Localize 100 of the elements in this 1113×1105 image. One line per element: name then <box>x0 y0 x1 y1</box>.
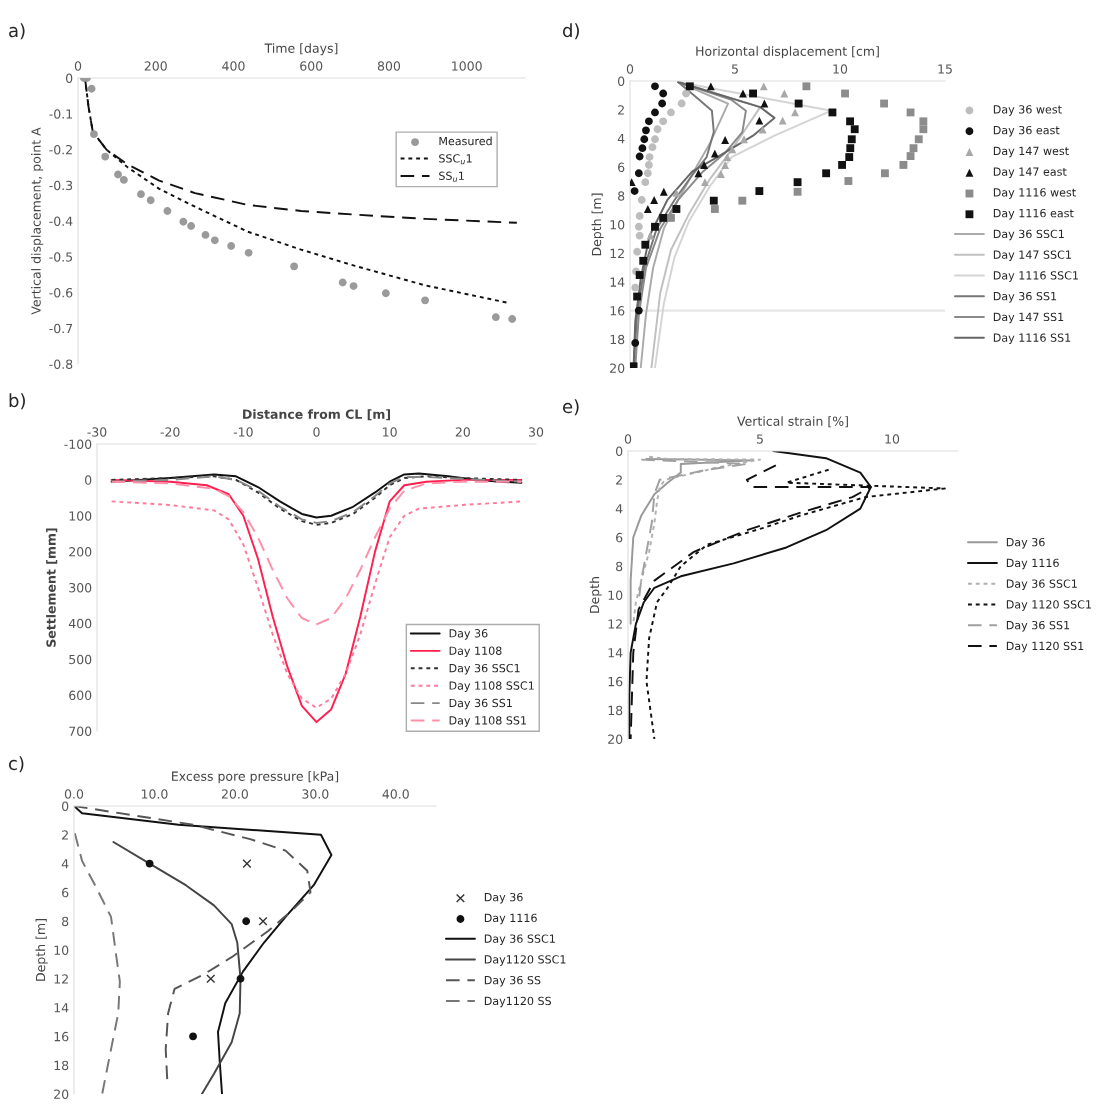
y-tick-label: 10 <box>610 219 625 230</box>
x-tick-label: 10 <box>383 427 397 437</box>
y-tick-label: 4 <box>617 134 625 144</box>
y-tick-label: -0.5 <box>49 252 73 262</box>
y-tick-label: 0 <box>616 446 623 456</box>
y-tick-label: 16 <box>610 306 625 316</box>
legend-label: Day 36 SSC1 <box>484 934 555 945</box>
legend-label: Day 36 SS1 <box>449 698 512 710</box>
legend-label: Day1120 SS <box>484 996 552 1008</box>
chart-title: b) <box>9 393 25 410</box>
legend-label: Day 147 west <box>993 146 1069 158</box>
y-tick-label: 4 <box>61 859 69 869</box>
y-tick-label: -100 <box>64 439 92 449</box>
x-tick-label: 0.0 <box>64 789 84 799</box>
y-tick-label: -0.6 <box>49 287 73 298</box>
y-tick-label: 600 <box>69 690 92 701</box>
legend-label: Day 1116 east <box>993 208 1074 220</box>
y-tick-label: 400 <box>68 618 92 629</box>
y-tick-label: 2 <box>62 830 68 840</box>
legend-label: Day 1108 SSC1 <box>449 681 534 692</box>
legend-label: Day 36 SSC1 <box>1006 579 1077 590</box>
y-tick-label: 6 <box>616 532 623 543</box>
y-axis-title: Depth [m] <box>591 193 604 256</box>
y-tick-label: 0 <box>85 475 92 485</box>
y-tick-label: -0.7 <box>49 323 73 334</box>
x-tick-label: 5 <box>731 64 738 74</box>
legend-label: Day 36 <box>484 892 523 904</box>
y-tick-label: 16 <box>54 1031 69 1042</box>
y-tick-label: 10 <box>608 590 623 600</box>
x-tick-label: 200 <box>144 61 167 71</box>
y-tick-label: 8 <box>62 916 69 927</box>
y-tick-label: 100 <box>69 511 92 521</box>
x-tick-label: 10.0 <box>141 789 168 799</box>
x-axis-title: Distance from CL [m] <box>243 409 390 421</box>
y-tick-label: 10 <box>54 945 69 955</box>
y-tick-label: 4 <box>615 504 623 514</box>
legend-label: Day 1116 <box>484 913 537 925</box>
legend-label: Day 1116 SSC1 <box>993 271 1078 282</box>
x-axis-title: Vertical strain [%] <box>737 416 848 428</box>
legend-label: Day 1116 SS1 <box>993 333 1071 345</box>
y-tick-label: 14 <box>54 1003 69 1013</box>
y-tick-label: 2 <box>616 475 622 485</box>
legend-label: Day 36 SS1 <box>1006 620 1070 632</box>
y-tick-label: -0.3 <box>49 180 73 191</box>
legend-label: Measured <box>439 136 492 146</box>
y-tick-label: 18 <box>608 705 623 716</box>
x-tick-label: 10 <box>885 434 900 444</box>
legend-label: Day 1108 SS1 <box>449 716 526 727</box>
y-tick-label: 500 <box>69 654 92 665</box>
legend-label: Day 36 SSC1 <box>449 663 520 675</box>
y-tick-label: 16 <box>608 676 623 687</box>
legend-label: Day 1116 <box>1006 558 1059 570</box>
y-tick-label: 8 <box>618 191 625 201</box>
legend-label: Day1120 SSC1 <box>484 955 566 966</box>
y-tick-label: 18 <box>610 334 625 345</box>
legend-label: Day 1120 SS1 <box>1006 641 1084 653</box>
legend-label: Day 36 SS <box>484 975 541 987</box>
y-tick-label: 0 <box>66 73 73 83</box>
y-tick-label: -0.4 <box>49 216 73 226</box>
y-tick-label: 18 <box>54 1060 69 1071</box>
legend-label: Day 1120 SSC1 <box>1006 600 1091 611</box>
chart-title: a) <box>9 23 25 40</box>
x-tick-label: 600 <box>300 61 323 71</box>
y-tick-label: 300 <box>69 582 92 593</box>
x-axis-title: Excess pore pressure [kPa] <box>172 771 339 784</box>
y-axis-title: Vertical displacement, point A <box>31 127 44 315</box>
x-axis-title: Horizontal displacement [cm] <box>696 46 879 59</box>
legend-label: Day 36 SS1 <box>993 291 1057 303</box>
legend-label: Day 36 <box>449 629 488 640</box>
x-tick-label: 0 <box>626 64 634 74</box>
y-tick-label: 12 <box>608 619 622 629</box>
x-tick-label: -20 <box>160 427 180 437</box>
x-tick-label: 20.0 <box>221 789 248 799</box>
x-tick-label: 5 <box>756 434 763 444</box>
y-tick-label: 200 <box>69 547 92 557</box>
x-tick-label: 0 <box>313 427 320 437</box>
y-axis-title: Depth <box>589 577 602 613</box>
y-tick-label: -0.1 <box>49 109 72 119</box>
y-tick-label: 700 <box>69 726 92 736</box>
y-tick-label: -0.8 <box>49 359 73 369</box>
y-tick-label: 20 <box>54 1089 69 1099</box>
x-tick-label: -10 <box>233 427 253 437</box>
y-tick-label: 14 <box>610 277 625 287</box>
x-tick-label: 30.0 <box>302 789 329 799</box>
y-tick-label: 0 <box>62 801 69 811</box>
legend-label: SS$_{u}$1 <box>439 171 464 182</box>
x-tick-label: -30 <box>87 427 107 437</box>
x-tick-label: 800 <box>377 61 401 71</box>
y-tick-label: 12 <box>54 974 68 984</box>
legend-label: Day 147 SSC1 <box>993 250 1071 262</box>
y-axis-title: Depth [m] <box>35 919 48 981</box>
y-tick-label: -0.2 <box>49 144 72 155</box>
legend-label: Day 1116 west <box>993 188 1076 199</box>
chart-title: e) <box>563 399 579 416</box>
x-tick-label: 1000 <box>452 61 482 71</box>
y-tick-label: 12 <box>610 248 624 258</box>
y-tick-label: 14 <box>608 648 623 658</box>
legend-label: Day 36 west <box>993 105 1062 116</box>
y-tick-label: 0 <box>618 76 625 86</box>
x-tick-label: 15 <box>938 64 952 74</box>
